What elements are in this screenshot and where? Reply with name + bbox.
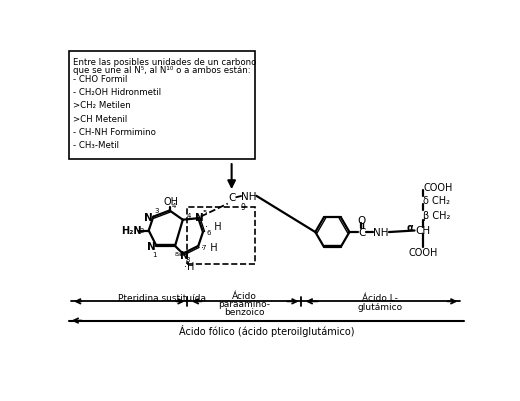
Text: Ácido: Ácido [231,291,256,300]
Text: >CH Metenil: >CH Metenil [73,114,127,123]
Text: que se une al N⁵, al N¹⁰ o a ambos están:: que se une al N⁵, al N¹⁰ o a ambos están… [73,66,250,75]
Text: H₂N: H₂N [121,226,142,236]
Text: 4: 4 [187,213,191,219]
Text: 5: 5 [202,209,206,215]
Text: α: α [407,223,413,233]
Text: N: N [147,241,155,251]
Text: - CH₂OH Hidronmetil: - CH₂OH Hidronmetil [73,88,161,97]
Text: N: N [196,212,204,222]
Text: glutámico: glutámico [358,302,403,312]
Text: benzoico: benzoico [224,307,264,316]
Text: NH: NH [373,227,388,237]
Text: - CH₃-Metil: - CH₃-Metil [73,140,119,150]
Text: Ácido L-: Ácido L- [362,293,398,302]
Text: 9: 9 [240,203,245,212]
Text: 1: 1 [153,251,157,257]
Text: 2: 2 [139,227,144,233]
Text: CH: CH [415,226,431,236]
Text: N: N [144,212,152,222]
Text: 4: 4 [172,203,176,209]
Text: Entre las posibles unidades de un carbono: Entre las posibles unidades de un carbon… [73,57,256,67]
Text: N: N [180,251,189,261]
Text: ·  H: · H [205,221,222,231]
Text: C: C [228,193,236,203]
Text: OH: OH [164,197,179,207]
Text: 8: 8 [186,256,190,262]
Text: - CH-NH Formimino: - CH-NH Formimino [73,128,155,136]
Text: ·  H: · H [201,243,217,253]
Text: 8a: 8a [174,251,182,257]
Text: - CHO Formil: - CHO Formil [73,75,127,84]
Text: Ácido fólico (ácido pteroilglutámico): Ácido fólico (ácido pteroilglutámico) [179,324,354,336]
Text: O: O [358,215,366,225]
Text: COOH: COOH [408,247,438,257]
Bar [187,208,255,265]
Text: 6: 6 [206,229,211,235]
Text: COOH: COOH [423,183,452,193]
Bar [69,52,255,160]
Text: >CH₂ Metilen: >CH₂ Metilen [73,101,131,110]
Text: 3: 3 [154,208,159,214]
Text: NH: NH [241,191,256,201]
Text: 7: 7 [201,245,206,251]
Text: C: C [358,227,366,237]
Text: ·H: ·H [185,261,194,271]
Text: δ CH₂: δ CH₂ [423,195,450,205]
Text: Pteridina sustituída: Pteridina sustituída [118,293,206,302]
Text: paraamino-: paraamino- [218,300,270,308]
Text: β CH₂: β CH₂ [423,211,450,221]
